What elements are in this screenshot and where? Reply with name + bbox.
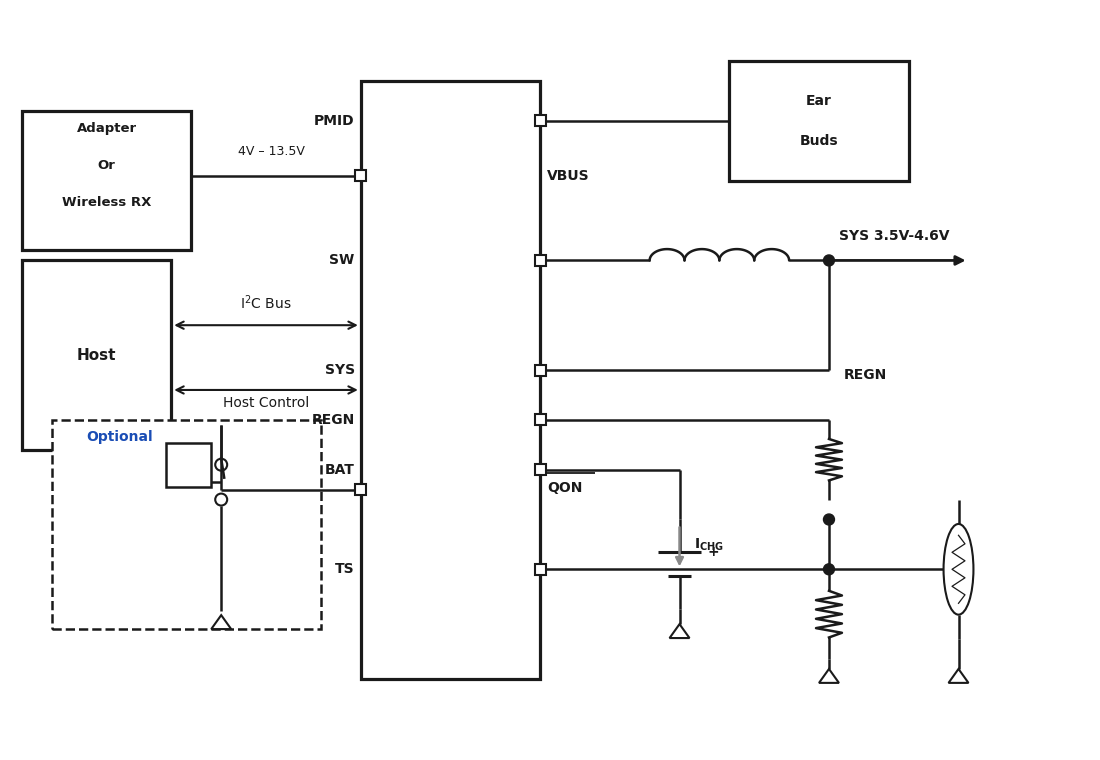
- Text: SYS: SYS: [324, 363, 354, 377]
- Circle shape: [824, 255, 835, 266]
- Text: QON: QON: [547, 480, 582, 495]
- Circle shape: [824, 564, 835, 575]
- Bar: [729, 61, 909, 181]
- Text: Or: Or: [98, 160, 116, 173]
- Polygon shape: [948, 669, 968, 683]
- Text: Host Control: Host Control: [223, 396, 309, 410]
- Bar: [52, 420, 321, 629]
- Circle shape: [824, 514, 835, 525]
- Bar: [535, 414, 546, 426]
- Bar: [535, 365, 546, 375]
- Bar: [535, 564, 546, 575]
- Polygon shape: [670, 624, 690, 638]
- Text: SW: SW: [330, 253, 354, 268]
- Text: SYS 3.5V-4.6V: SYS 3.5V-4.6V: [839, 229, 949, 242]
- Text: PMID: PMID: [315, 114, 354, 128]
- Text: I$_\mathregular{CHG}$: I$_\mathregular{CHG}$: [694, 537, 724, 553]
- Text: Wireless RX: Wireless RX: [62, 196, 152, 209]
- Bar: [355, 170, 366, 181]
- Bar: [22, 261, 172, 450]
- Text: Optional: Optional: [87, 430, 153, 444]
- Text: Buds: Buds: [800, 134, 838, 148]
- Text: TS: TS: [336, 562, 354, 576]
- Text: 4V – 13.5V: 4V – 13.5V: [238, 145, 305, 158]
- Text: Adapter: Adapter: [77, 122, 136, 135]
- Text: BAT: BAT: [324, 463, 354, 477]
- Text: VBUS: VBUS: [547, 169, 590, 182]
- Text: +: +: [707, 546, 719, 559]
- Text: Host: Host: [77, 347, 117, 363]
- Text: Ear: Ear: [806, 94, 832, 108]
- Text: I$^2$C Bus: I$^2$C Bus: [240, 293, 292, 312]
- Ellipse shape: [944, 524, 974, 615]
- Bar: [535, 255, 546, 266]
- Text: REGN: REGN: [311, 413, 354, 427]
- Bar: [361, 81, 540, 679]
- Polygon shape: [820, 669, 839, 683]
- Text: REGN: REGN: [844, 368, 888, 382]
- Bar: [535, 116, 546, 126]
- Bar: [535, 464, 546, 475]
- Bar: [22, 111, 191, 251]
- Bar: [166, 443, 211, 486]
- Bar: [355, 484, 366, 495]
- Polygon shape: [211, 615, 231, 629]
